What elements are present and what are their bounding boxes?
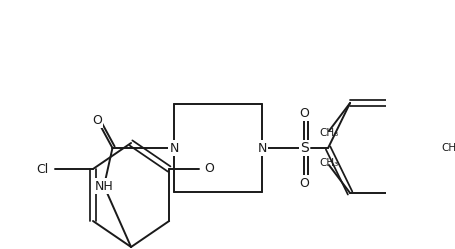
Text: O: O (299, 177, 308, 189)
Text: N: N (257, 141, 266, 154)
Text: CH₃: CH₃ (440, 143, 455, 153)
Text: CH₃: CH₃ (318, 158, 338, 168)
Text: N: N (169, 141, 178, 154)
Text: CH₃: CH₃ (318, 128, 338, 138)
Text: O: O (92, 114, 102, 126)
Text: O: O (203, 163, 213, 176)
Text: O: O (299, 107, 308, 120)
Text: Cl: Cl (36, 163, 48, 176)
Text: S: S (299, 141, 308, 155)
Text: NH: NH (95, 180, 113, 192)
